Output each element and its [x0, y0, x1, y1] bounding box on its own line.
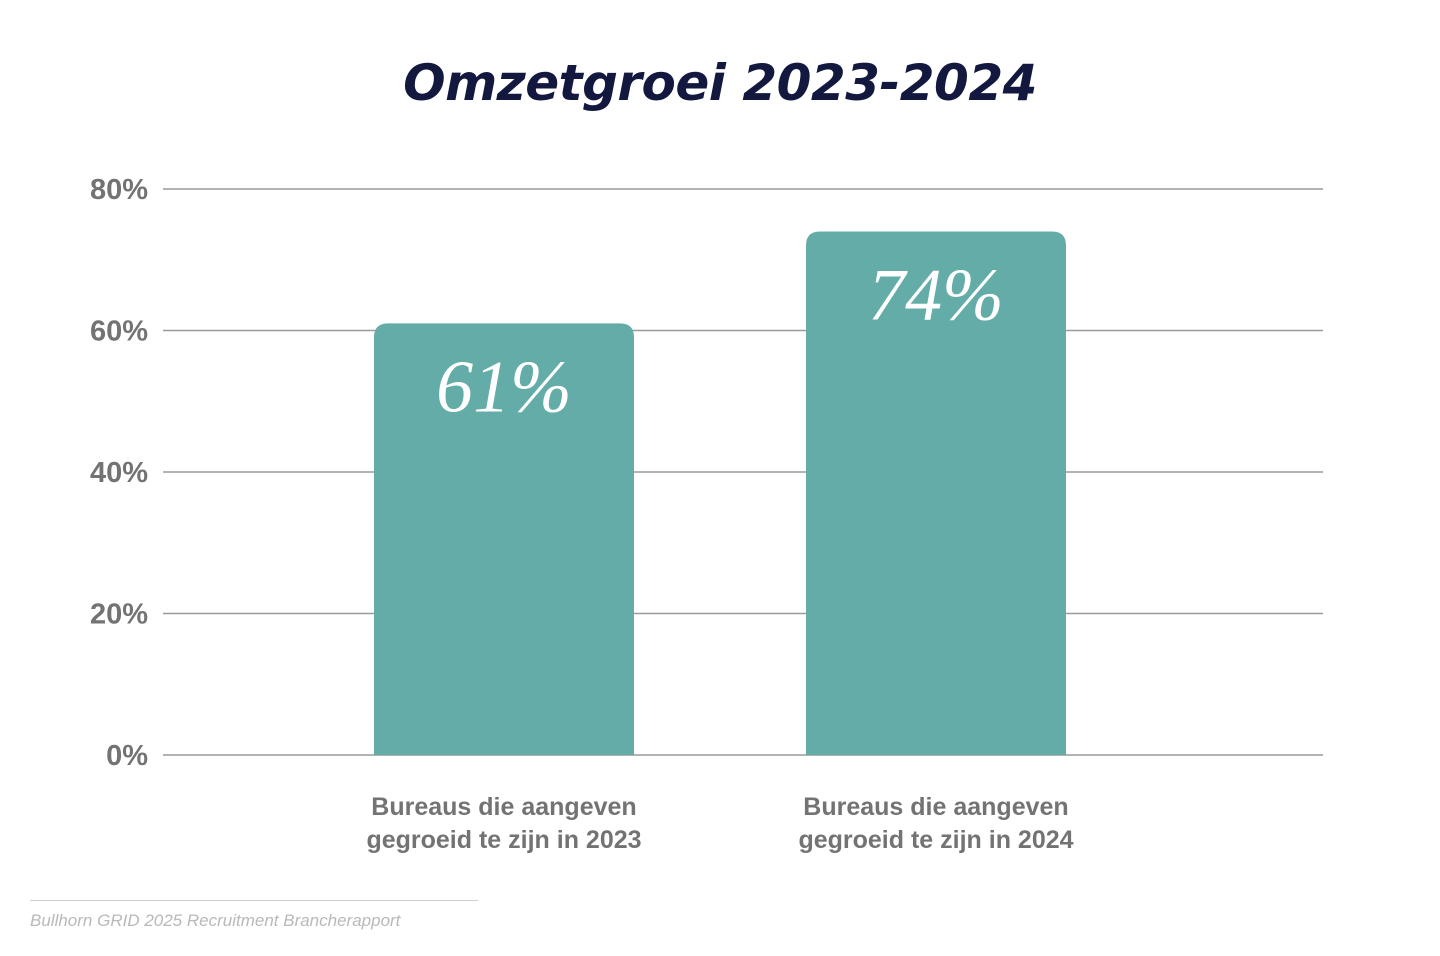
source-caption: Bullhorn GRID 2025 Recruitment Branchera…	[30, 911, 401, 930]
chart-title: Omzetgroei 2023-2024	[403, 54, 1037, 112]
source-divider	[30, 900, 478, 901]
y-tick-label: 60%	[90, 316, 148, 348]
y-tick-label: 40%	[90, 457, 148, 489]
bar-value-label: 61%	[436, 346, 572, 428]
x-category-label: gegroeid te zijn in 2024	[798, 826, 1073, 854]
y-tick-label: 20%	[90, 599, 148, 631]
x-category-label: Bureaus die aangeven	[803, 793, 1068, 821]
y-tick-label: 80%	[90, 174, 148, 206]
bar	[374, 323, 634, 755]
x-category-label: Bureaus die aangeven	[371, 793, 636, 821]
bar	[806, 231, 1066, 755]
x-category-label: gegroeid te zijn in 2023	[366, 826, 641, 854]
bar-value-label: 74%	[868, 254, 1004, 336]
y-tick-label: 0%	[106, 740, 148, 772]
